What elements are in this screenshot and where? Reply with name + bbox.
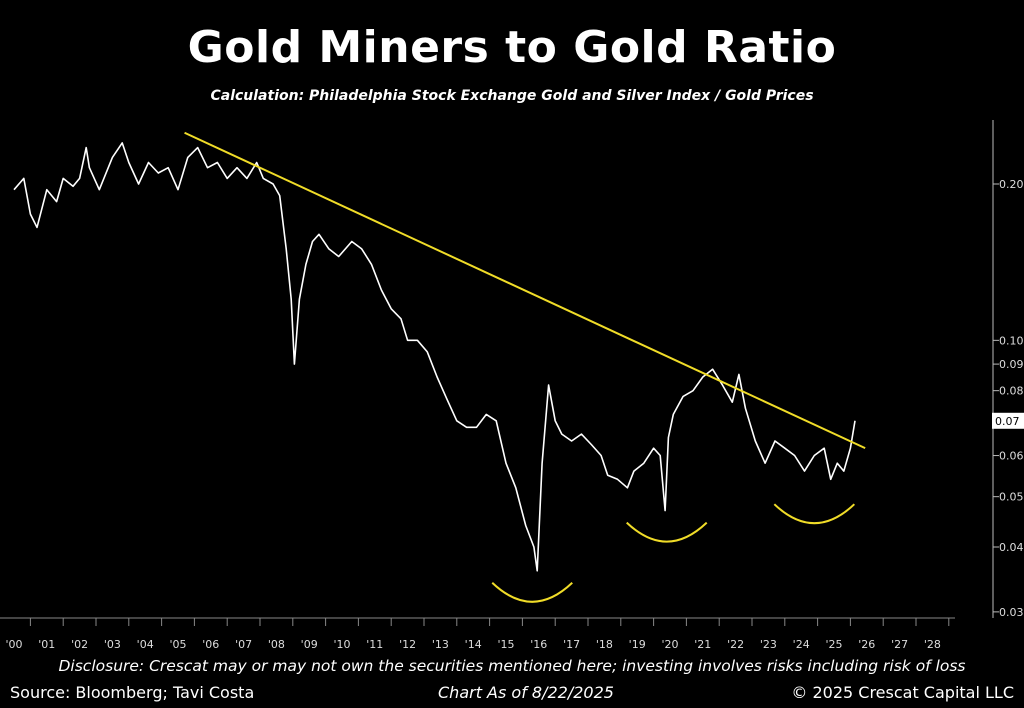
y-tick-label: 0.03 [999,606,1024,619]
x-tick-label: '10 [333,638,350,651]
x-tick-label: '15 [497,638,514,651]
x-tick-label: '06 [202,638,219,651]
x-tick-label: '19 [629,638,646,651]
last-value-marker: 0.07 [992,412,1024,429]
y-tick-label: 0.05 [999,491,1024,504]
last-value-box [992,412,1024,429]
x-tick-label: '23 [760,638,777,651]
trend-line [184,131,866,450]
trough-arc [626,521,708,543]
y-tick-label: 0.04 [999,541,1024,554]
chart-title: Gold Miners to Gold Ratio [187,22,837,73]
x-tick-label: '27 [891,638,908,651]
x-tick-label: '01 [38,638,55,651]
x-axis-ticks: '00 '01 '02 '03 '04 '05 '06 '07 '08 '09 '10 '11 '12 '… [5,618,950,651]
disclosure-text: Disclosure: Crescat may or may not own t… [58,657,966,675]
copyright-text: © 2025 Crescat Capital LLC [791,683,1014,702]
x-tick-label: '04 [137,638,154,651]
x-tick-label: '02 [71,638,88,651]
x-tick-label: '11 [366,638,383,651]
x-tick-label: '17 [563,638,580,651]
x-tick-label: '26 [858,638,875,651]
series-line [13,142,856,572]
x-tick-label: '28 [924,638,941,651]
y-axis-ticks: 0.20 0.10 0.09 0.08 0.06 0.05 0.04 0.03 [993,178,1024,619]
x-tick-label: '14 [465,638,482,651]
x-tick-label: '22 [727,638,744,651]
x-tick-label: '25 [825,638,842,651]
x-tick-label: '08 [268,638,285,651]
x-tick-label: '16 [530,638,547,651]
chart-subtitle: Calculation: Philadelphia Stock Exchange… [210,88,814,104]
source-text: Source: Bloomberg; Tavi Costa [10,683,255,702]
y-tick-label: 0.08 [999,385,1024,398]
y-tick-label: 0.20 [999,178,1024,191]
x-tick-label: '12 [399,638,416,651]
x-tick-label: '21 [694,638,711,651]
trough-arcs [491,503,856,603]
y-tick-label: 0.09 [999,358,1024,371]
x-tick-label: '20 [661,638,678,651]
x-tick-label: '13 [432,638,449,651]
trough-arc [773,503,856,525]
x-tick-label: '09 [301,638,318,651]
y-tick-label: 0.10 [999,334,1024,347]
x-tick-label: '18 [596,638,613,651]
as-of-date: Chart As of 8/22/2025 [438,683,614,702]
x-tick-label: '00 [5,638,22,651]
trough-arc [491,582,573,603]
last-value-label: 0.07 [995,415,1020,428]
x-tick-label: '07 [235,638,252,651]
x-tick-label: '05 [169,638,186,651]
x-tick-label: '03 [104,638,121,651]
x-tick-label: '24 [793,638,810,651]
y-tick-label: 0.06 [999,450,1024,463]
